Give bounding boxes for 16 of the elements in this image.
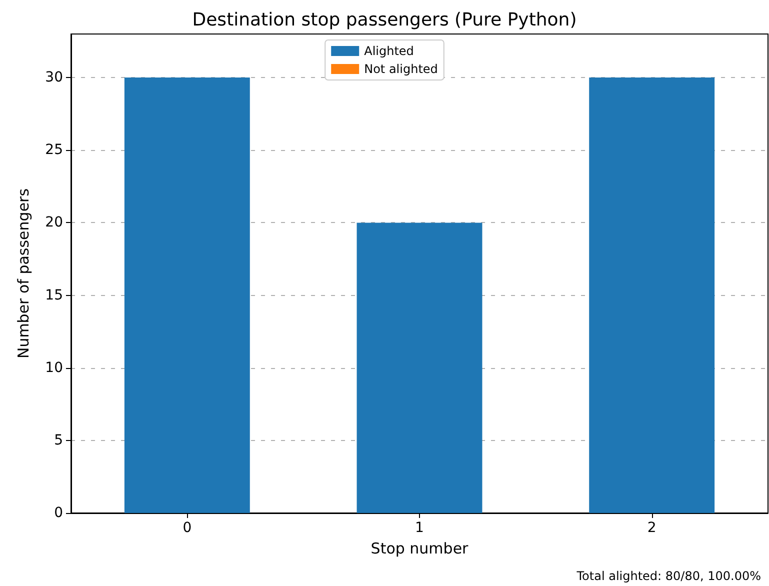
chart-title: Destination stop passengers (Pure Python) <box>192 10 577 30</box>
y-tick-label: 20 <box>45 214 63 231</box>
legend-label: Alighted <box>364 44 414 58</box>
x-tick-label: 1 <box>415 520 424 536</box>
x-axis-title: Stop number <box>370 540 470 558</box>
y-tick-label: 0 <box>54 505 63 521</box>
y-tick-label: 30 <box>45 70 63 86</box>
y-tick-label: 10 <box>45 360 63 376</box>
x-tick-label: 0 <box>182 520 192 536</box>
y-tick-label: 15 <box>45 287 63 304</box>
text: Total alighted: 80/80, 100.00% <box>576 569 761 583</box>
y-tick-label: 25 <box>45 142 63 158</box>
legend-label: Not alighted <box>364 62 438 76</box>
y-tick-label: 5 <box>54 432 63 448</box>
y-axis-title: Number of passengers <box>14 188 32 359</box>
x-tick-label: 2 <box>647 520 656 536</box>
